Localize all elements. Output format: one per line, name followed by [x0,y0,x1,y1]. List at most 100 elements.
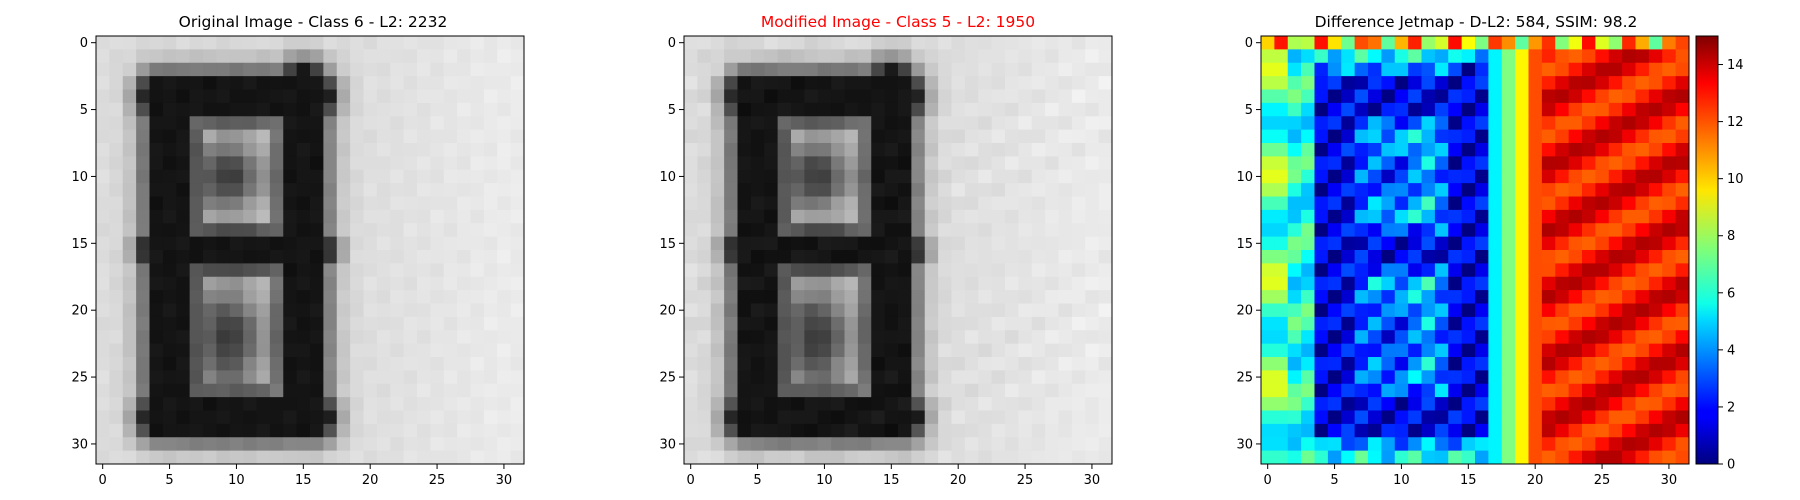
pixel-cell [229,397,244,411]
pixel-cell [1675,370,1690,385]
pixel-cell [1045,223,1059,238]
pixel-cell [804,169,819,184]
pixel-cell [1595,62,1610,77]
pixel-cell [777,49,792,64]
pixel-cell [871,450,886,465]
pixel-cell [390,62,405,77]
pixel-cell [256,49,271,64]
pixel-cell [269,169,284,184]
pixel-cell [176,357,191,371]
x-tick-label: 10 [1393,473,1410,488]
pixel-cell [176,196,191,211]
y-tick-label: 30 [71,437,88,452]
pixel-cell [1662,76,1677,90]
pixel-cell [403,383,418,398]
pixel-cell [791,169,805,184]
pixel-cell [1648,196,1663,211]
pixel-cell [1501,62,1516,77]
pixel-cell [403,450,418,465]
pixel-cell [831,450,845,465]
pixel-cell [336,36,351,50]
pixel-cell [109,102,124,117]
pixel-cell [216,263,231,278]
pixel-cell [1045,49,1059,64]
pixel-cell [857,370,872,385]
pixel-cell [390,236,405,251]
pixel-cell [283,290,298,304]
pixel-cell [203,236,217,251]
pixel-cell [1568,62,1583,77]
pixel-cell [1675,116,1690,131]
pixel-cell [991,129,1006,144]
pixel-cell [1314,129,1329,144]
pixel-cell [417,330,431,345]
pixel-cell [1421,383,1436,398]
y-tick-label: 20 [1236,304,1253,319]
pixel-cell [109,263,124,278]
pixel-cell [938,330,952,345]
pixel-cell [1381,303,1396,318]
pixel-cell [1341,62,1356,77]
pixel-cell [122,62,137,77]
pixel-cell [1448,143,1463,157]
pixel-cell [831,129,845,144]
pixel-cell [724,183,738,197]
pixel-cell [483,343,498,358]
pixel-cell [1528,330,1543,345]
pixel-cell [1341,236,1356,251]
pixel-cell [203,276,217,291]
pixel-cell [243,62,257,77]
pixel-cell [911,76,926,90]
pixel-cell [684,343,698,358]
pixel-cell [403,423,418,438]
pixel-cell [283,196,298,211]
pixel-cell [844,89,859,104]
pixel-cell [1662,383,1677,398]
pixel-cell [483,423,498,438]
pixel-cell [1501,383,1516,398]
pixel-cell [483,263,498,278]
pixel-cell [483,223,498,238]
pixel-cell [470,196,485,211]
pixel-cell [403,437,418,452]
pixel-cell [363,169,378,184]
pixel-cell [1582,343,1596,358]
pixel-cell [430,397,445,411]
pixel-cell [136,116,150,131]
pixel-cell [1261,423,1275,438]
pixel-cell [176,36,191,50]
pixel-cell [1098,209,1113,224]
pixel-cell [884,62,899,77]
pixel-cell [203,383,217,398]
pixel-cell [1608,49,1623,64]
pixel-cell [1541,437,1556,452]
pixel-cell [269,116,284,131]
pixel-cell [978,209,993,224]
pixel-cell [336,102,351,117]
pixel-cell [417,290,431,304]
pixel-cell [898,89,912,104]
pixel-cell [510,89,525,104]
pixel-cell [229,116,244,131]
pixel-cell [323,49,338,64]
pixel-cell [1475,236,1489,251]
pixel-cell [417,250,431,264]
pixel-cell [109,316,124,331]
pixel-cell [122,370,137,385]
pixel-cell [1031,143,1046,157]
pixel-cell [697,49,712,64]
pixel-cell [350,276,364,291]
pixel-cell [938,209,952,224]
pixel-cell [1515,209,1529,224]
pixel-cell [216,316,231,331]
pixel-cell [1568,410,1583,425]
pixel-cell [737,263,752,278]
pixel-cell [1582,196,1596,211]
pixel-cell [1675,49,1690,64]
pixel-cell [884,236,899,251]
pixel-cell [1098,383,1113,398]
pixel-cell [229,263,244,278]
pixel-cell [229,76,244,90]
pixel-cell [697,437,712,452]
pixel-cell [1058,303,1073,318]
